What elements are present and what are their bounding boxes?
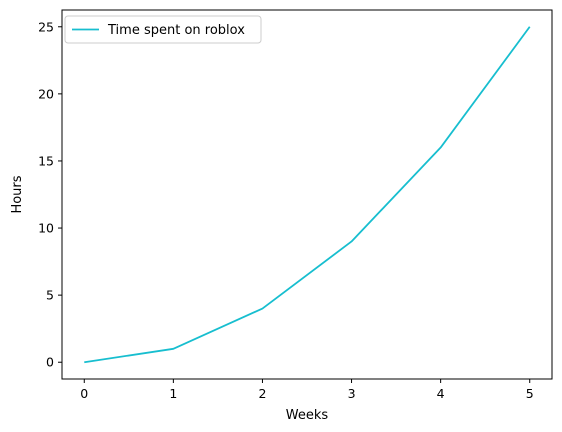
legend-box — [64, 15, 262, 44]
x-tick-label: 5 — [526, 386, 534, 401]
series-layer — [84, 26, 531, 364]
y-tick-label: 5 — [46, 288, 54, 303]
y-tick-label: 15 — [38, 153, 54, 168]
legend-label: Time spent on roblox — [107, 23, 245, 38]
x-axis-label: Weeks — [286, 408, 329, 423]
x-tick-label: 3 — [348, 386, 356, 401]
series-line — [84, 26, 531, 364]
y-tick-label: 10 — [38, 221, 54, 236]
y-tick-label: 0 — [46, 355, 54, 370]
y-axis-label: Hours — [10, 175, 25, 213]
y-tick-label: 20 — [38, 86, 54, 101]
plot-area — [61, 9, 553, 380]
plot-frame — [61, 9, 553, 380]
x-tick-label: 1 — [169, 386, 177, 401]
x-tick-label: 2 — [258, 386, 266, 401]
x-tick-label: 0 — [80, 386, 88, 401]
x-tick-label: 4 — [437, 386, 445, 401]
x-axis-ticks: 0 1 2 3 4 5 — [80, 379, 534, 401]
y-axis-ticks: 0 5 10 15 20 25 — [38, 19, 62, 370]
y-tick-label: 25 — [38, 19, 54, 34]
legend: Time spent on roblox — [64, 15, 262, 44]
